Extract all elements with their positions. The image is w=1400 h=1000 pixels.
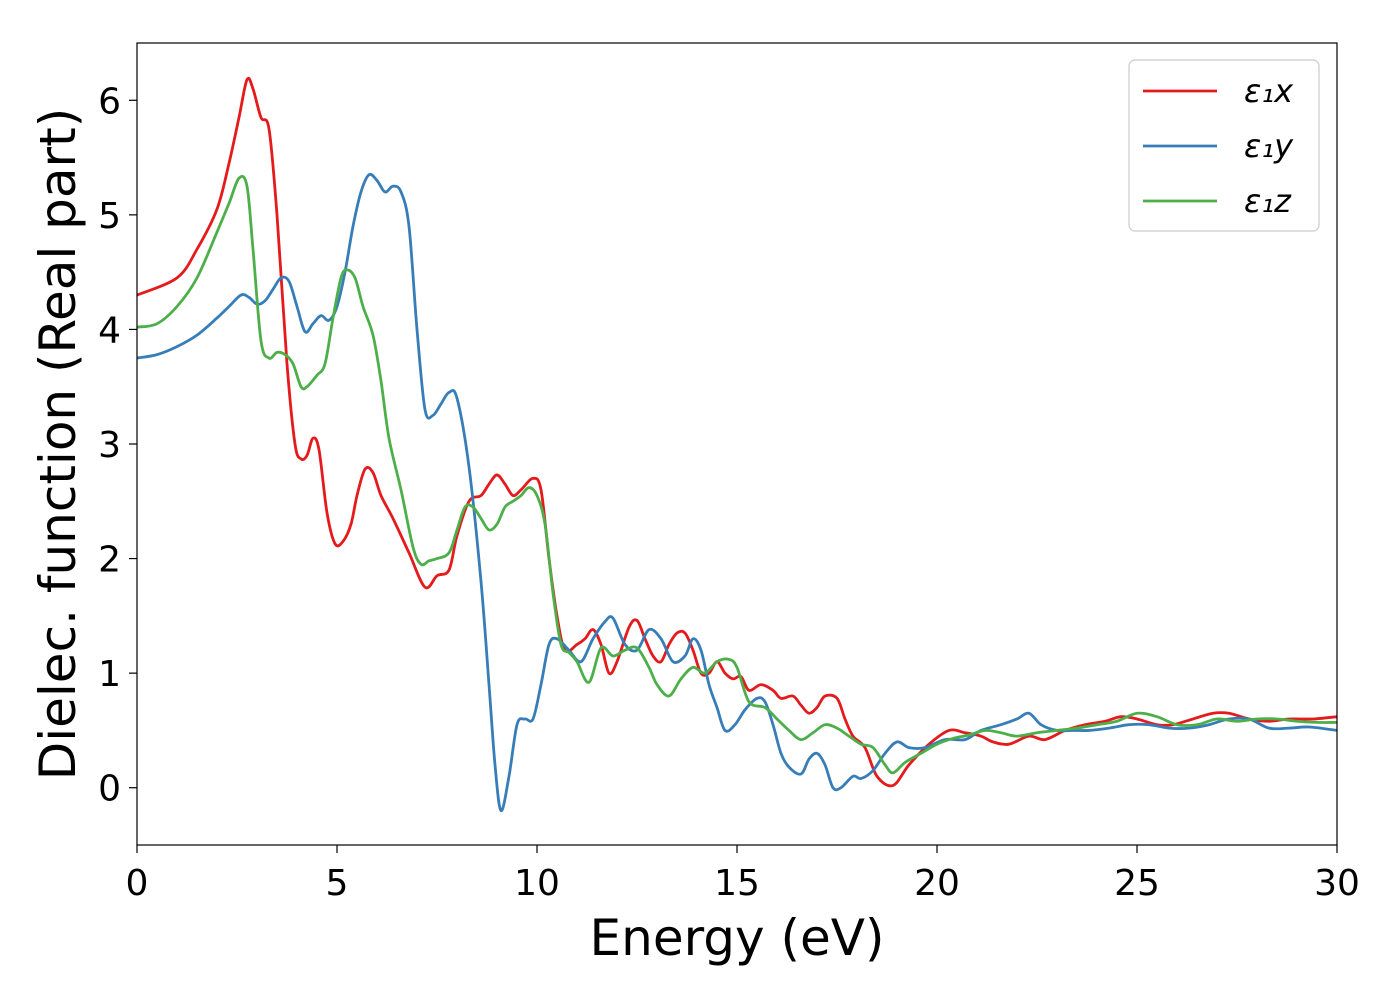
- y-tick-label: 6: [98, 81, 121, 122]
- legend-items: ε₁x ε₁y ε₁z: [1143, 72, 1294, 220]
- legend-label-1: ε₁x: [1244, 72, 1294, 110]
- x-tick-label: 0: [126, 863, 149, 904]
- series-layer: [137, 76, 1337, 813]
- x-tick-label: 25: [1114, 863, 1160, 904]
- legend-label-3: ε₁z: [1244, 182, 1292, 220]
- series-line-3: [137, 174, 1337, 775]
- x-tick-label: 30: [1314, 863, 1360, 904]
- y-tick-label: 4: [98, 310, 121, 351]
- x-tick-label: 5: [326, 863, 349, 904]
- y-tick-label: 5: [98, 196, 121, 237]
- x-axis: 0 5 10 15 20 25 30: [126, 845, 1360, 904]
- legend-label-2: ε₁y: [1244, 127, 1294, 165]
- x-tick-label: 10: [514, 863, 560, 904]
- x-tick-label: 15: [714, 863, 760, 904]
- y-tick-label: 2: [98, 540, 121, 581]
- y-tick-label: 1: [98, 654, 121, 695]
- legend-frame: [1128, 59, 1320, 232]
- y-axis-title: Dielec. function (Real part): [29, 108, 87, 780]
- legend: ε₁x ε₁y ε₁z: [1128, 59, 1320, 232]
- x-tick-label: 20: [914, 863, 960, 904]
- x-axis-title: Energy (eV): [590, 909, 885, 967]
- series-line-1: [137, 76, 1337, 788]
- y-axis: 0 1 2 3 4 5 6: [98, 81, 137, 810]
- y-tick-label: 0: [98, 769, 121, 810]
- y-tick-label: 3: [98, 425, 121, 466]
